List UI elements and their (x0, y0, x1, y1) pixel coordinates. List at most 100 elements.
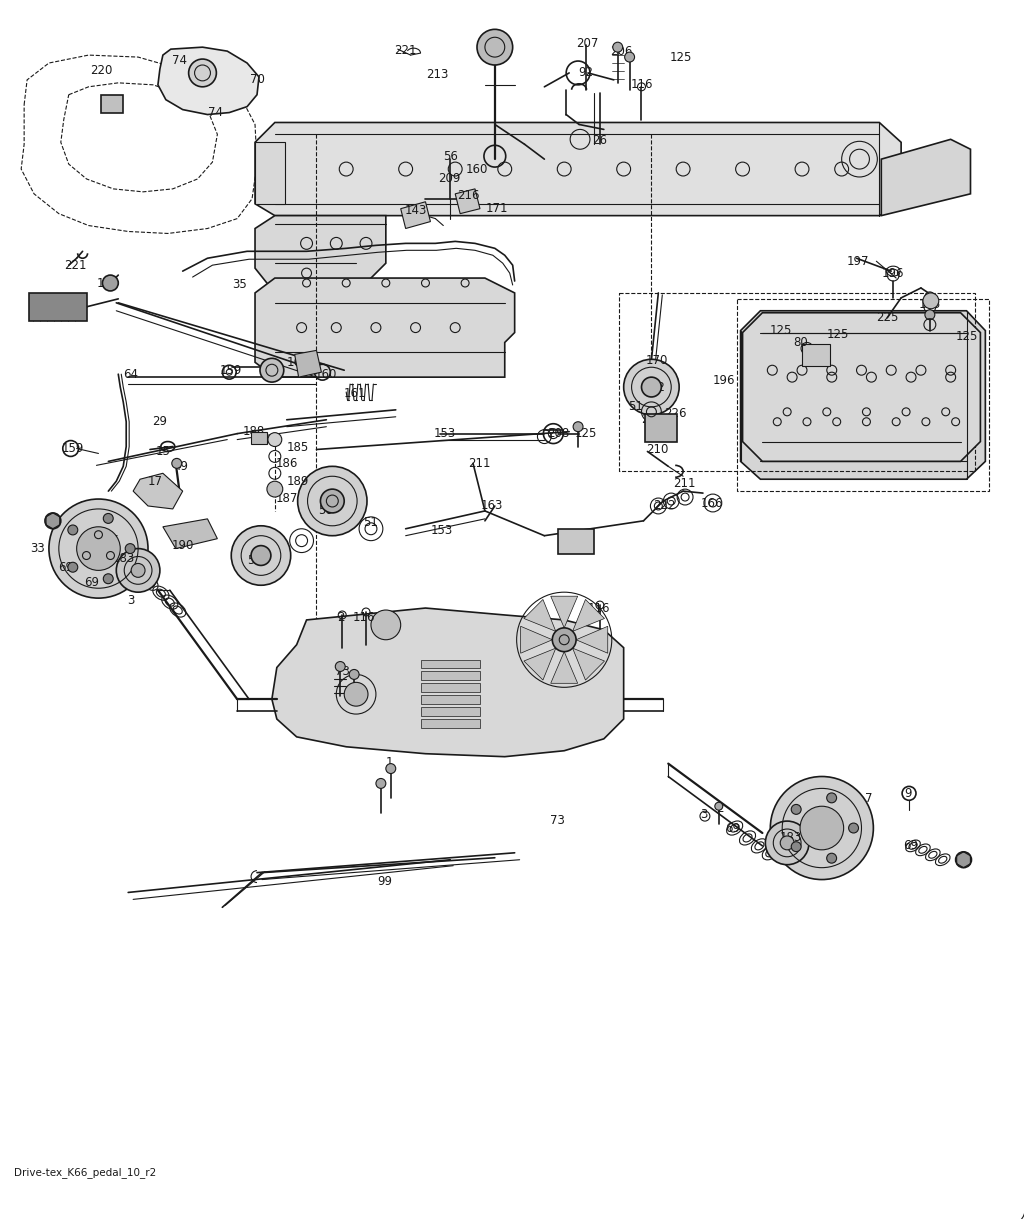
Text: 184: 184 (96, 277, 119, 289)
Text: 17: 17 (147, 475, 163, 488)
Text: 143: 143 (404, 205, 427, 217)
Circle shape (188, 59, 216, 87)
Text: 170: 170 (646, 354, 669, 366)
Text: 125: 125 (826, 328, 849, 341)
Circle shape (344, 682, 368, 706)
Text: 209: 209 (438, 173, 461, 185)
Text: 161: 161 (344, 387, 367, 401)
Text: 183: 183 (780, 832, 802, 844)
Text: 7: 7 (864, 791, 872, 805)
Text: 116: 116 (353, 611, 375, 625)
Circle shape (573, 421, 583, 431)
Circle shape (625, 53, 635, 62)
Bar (421, 719, 480, 728)
Circle shape (826, 854, 837, 864)
Text: 26: 26 (592, 134, 607, 147)
Text: 73: 73 (335, 665, 349, 677)
Text: 187: 187 (275, 491, 298, 505)
Circle shape (641, 377, 662, 397)
Polygon shape (255, 122, 901, 216)
Circle shape (251, 545, 271, 566)
Bar (101, 94, 123, 113)
Circle shape (849, 823, 858, 833)
Text: 196: 196 (713, 374, 735, 387)
Text: 74: 74 (208, 107, 223, 119)
Text: 188: 188 (243, 425, 265, 439)
Polygon shape (742, 312, 980, 462)
Text: 29: 29 (153, 415, 167, 429)
Text: 214: 214 (641, 413, 664, 426)
Text: 185: 185 (287, 441, 309, 454)
Text: 49: 49 (173, 459, 188, 473)
Text: 125: 125 (919, 299, 941, 311)
Circle shape (923, 293, 939, 309)
Bar (421, 707, 480, 717)
Circle shape (925, 310, 935, 320)
Polygon shape (524, 599, 556, 631)
Circle shape (780, 835, 794, 850)
Circle shape (103, 573, 114, 583)
Text: 216: 216 (457, 190, 479, 202)
Text: 64: 64 (123, 368, 137, 381)
Circle shape (103, 513, 114, 523)
Circle shape (267, 481, 283, 497)
Text: 52: 52 (650, 381, 665, 393)
Circle shape (172, 458, 181, 468)
Text: 69: 69 (903, 839, 919, 853)
Text: 183: 183 (113, 552, 135, 565)
Polygon shape (272, 608, 624, 757)
Text: 196: 196 (882, 267, 904, 279)
Text: 153: 153 (430, 524, 453, 538)
Text: 171: 171 (485, 202, 508, 216)
Text: 3: 3 (127, 594, 135, 606)
Text: 9: 9 (89, 537, 96, 549)
Text: 125: 125 (770, 325, 793, 337)
Circle shape (131, 564, 145, 577)
Text: 116: 116 (588, 601, 610, 615)
Text: 221: 221 (394, 44, 417, 56)
Text: 33: 33 (31, 543, 45, 555)
Circle shape (349, 670, 359, 680)
Circle shape (770, 777, 873, 880)
Polygon shape (456, 189, 480, 213)
Circle shape (45, 513, 60, 529)
Bar (421, 684, 480, 692)
Text: 189: 189 (287, 475, 309, 488)
Text: 210: 210 (646, 443, 669, 456)
Text: 80: 80 (794, 336, 808, 349)
Bar (802, 344, 829, 366)
Bar (251, 431, 267, 443)
Text: 52: 52 (248, 554, 262, 567)
Polygon shape (295, 350, 322, 377)
Circle shape (477, 29, 513, 65)
Text: 186: 186 (275, 457, 298, 470)
Polygon shape (577, 626, 608, 653)
Text: 42: 42 (43, 311, 58, 325)
Text: 222: 222 (653, 500, 676, 512)
Circle shape (925, 292, 935, 301)
Circle shape (792, 805, 801, 815)
Text: 116: 116 (630, 78, 652, 92)
Circle shape (68, 526, 78, 535)
Polygon shape (520, 626, 552, 653)
Text: 50: 50 (318, 505, 333, 517)
Bar (618, 293, 976, 472)
Circle shape (826, 793, 837, 802)
Bar (736, 299, 989, 491)
Text: 125: 125 (955, 330, 978, 343)
Text: 226: 226 (664, 408, 686, 420)
Circle shape (260, 359, 284, 382)
Polygon shape (255, 216, 386, 293)
Text: 207: 207 (575, 37, 598, 50)
Text: 73: 73 (550, 813, 564, 827)
Text: 213: 213 (426, 69, 449, 81)
Circle shape (68, 562, 78, 572)
Text: 33: 33 (956, 854, 971, 866)
Text: 166: 166 (700, 496, 723, 510)
Polygon shape (400, 202, 430, 229)
Circle shape (624, 359, 679, 415)
Bar (645, 414, 677, 441)
Text: 1: 1 (386, 756, 393, 769)
Text: 69: 69 (58, 561, 74, 573)
Bar (255, 142, 285, 203)
